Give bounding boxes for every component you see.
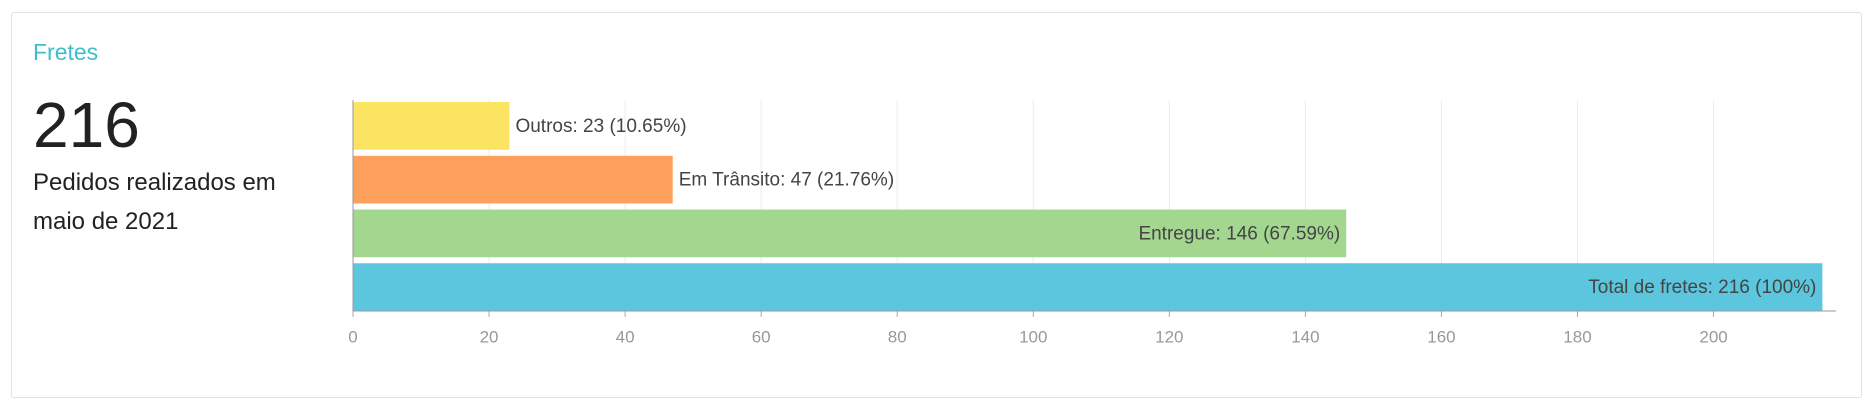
- data-label: Entregue: 146 (67.59%): [1138, 223, 1340, 244]
- x-tick-label: 180: [1563, 327, 1591, 346]
- x-tick-label: 100: [1019, 327, 1047, 346]
- x-tick-label: 20: [480, 327, 499, 346]
- bar: [353, 209, 1347, 258]
- card-title: Fretes: [33, 39, 99, 65]
- data-label: Em Trânsito: 47 (21.76%): [679, 170, 894, 191]
- bar: [353, 155, 673, 204]
- card: Fretes 216 Pedidos realizados em maio de…: [11, 12, 1862, 398]
- x-tick-label: 80: [888, 327, 907, 346]
- x-tick-label: 140: [1291, 327, 1319, 346]
- data-label: Total de fretes: 216 (100%): [1588, 277, 1816, 298]
- x-tick-label: 40: [616, 327, 635, 346]
- x-tick-label: 60: [752, 327, 771, 346]
- x-tick-label: 120: [1155, 327, 1183, 346]
- total: 216: [33, 89, 140, 161]
- x-tick-label: 160: [1427, 327, 1455, 346]
- data-label: Outros: 23 (10.65%): [515, 116, 686, 137]
- caption: Pedidos realizados em maio de 2021: [33, 169, 276, 235]
- x-tick-label: 0: [348, 327, 357, 346]
- bar: [353, 102, 510, 150]
- bar: [353, 263, 1823, 311]
- x-tick-label: 200: [1699, 327, 1727, 346]
